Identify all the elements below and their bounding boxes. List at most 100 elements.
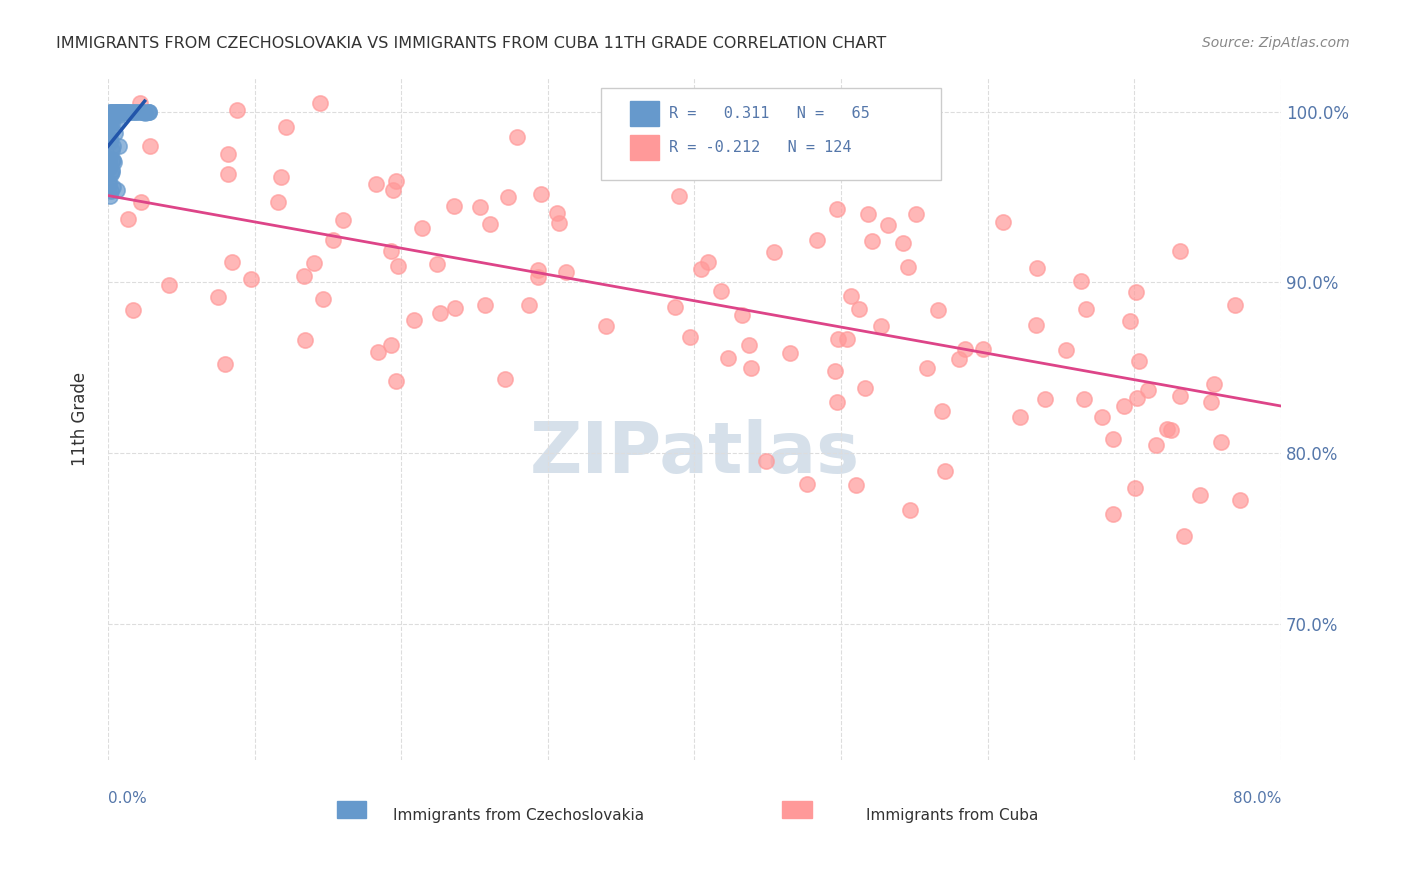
Text: Source: ZipAtlas.com: Source: ZipAtlas.com xyxy=(1202,36,1350,50)
Point xyxy=(411,221,433,235)
Point xyxy=(668,189,690,203)
Point xyxy=(696,254,718,268)
Point xyxy=(955,343,977,357)
Point xyxy=(1090,409,1112,424)
Point xyxy=(529,186,551,201)
Point xyxy=(1025,318,1047,332)
Point xyxy=(98,116,121,130)
Point xyxy=(105,183,128,197)
Point xyxy=(117,104,139,119)
Point xyxy=(101,115,124,129)
Point xyxy=(207,290,229,304)
Point xyxy=(292,269,315,284)
Point xyxy=(217,167,239,181)
Point xyxy=(157,277,180,292)
Text: 80.0%: 80.0% xyxy=(1233,791,1281,806)
Point xyxy=(107,139,129,153)
Point xyxy=(470,200,492,214)
Point xyxy=(101,180,124,194)
Point xyxy=(385,174,408,188)
Point xyxy=(97,161,120,175)
Point xyxy=(103,155,125,169)
Point xyxy=(107,104,129,119)
Point xyxy=(138,104,160,119)
Point xyxy=(443,199,465,213)
Point xyxy=(127,104,149,119)
Point xyxy=(112,104,135,119)
Point xyxy=(132,104,155,119)
Point xyxy=(1073,392,1095,406)
Point xyxy=(494,371,516,385)
Point xyxy=(710,284,733,298)
Point xyxy=(115,104,138,119)
Point xyxy=(517,297,540,311)
Point xyxy=(134,106,156,120)
Point xyxy=(138,104,160,119)
Text: R = -0.212   N = 124: R = -0.212 N = 124 xyxy=(669,140,851,155)
Point xyxy=(991,215,1014,229)
Point xyxy=(1125,481,1147,495)
Point xyxy=(114,104,136,119)
Point xyxy=(527,270,550,285)
Point xyxy=(267,194,290,209)
Point xyxy=(98,135,121,149)
Point xyxy=(1026,260,1049,275)
Point xyxy=(129,104,152,119)
Point xyxy=(98,117,121,131)
Point xyxy=(105,104,128,119)
Point xyxy=(270,170,292,185)
Point xyxy=(839,148,862,162)
Point xyxy=(105,114,128,128)
Point xyxy=(716,351,738,365)
Point xyxy=(762,244,785,259)
Point xyxy=(100,167,122,181)
Point xyxy=(101,104,124,119)
Point xyxy=(103,153,125,167)
Point xyxy=(311,292,333,306)
Point xyxy=(100,131,122,145)
Point xyxy=(845,478,868,492)
Bar xyxy=(630,102,659,126)
Point xyxy=(1128,354,1150,368)
Text: IMMIGRANTS FROM CZECHOSLOVAKIA VS IMMIGRANTS FROM CUBA 11TH GRADE CORRELATION CH: IMMIGRANTS FROM CZECHOSLOVAKIA VS IMMIGR… xyxy=(56,36,887,51)
Point xyxy=(100,164,122,178)
Point xyxy=(827,202,849,217)
Point xyxy=(856,207,879,221)
Point xyxy=(124,104,146,119)
Point xyxy=(98,113,121,128)
Point xyxy=(898,502,921,516)
Point xyxy=(915,360,938,375)
Point xyxy=(110,104,132,119)
Point xyxy=(239,272,262,286)
Point xyxy=(754,153,776,168)
Text: Immigrants from Cuba: Immigrants from Cuba xyxy=(866,808,1039,823)
Point xyxy=(825,394,848,409)
Point xyxy=(1160,423,1182,437)
Point xyxy=(118,104,141,119)
Point xyxy=(97,157,120,171)
Point xyxy=(931,404,953,418)
Point xyxy=(101,139,124,153)
Point xyxy=(1188,488,1211,502)
Text: ZIPatlas: ZIPatlas xyxy=(530,418,859,488)
Point xyxy=(1125,285,1147,300)
Bar xyxy=(630,136,659,160)
Point xyxy=(384,374,406,388)
Point xyxy=(848,301,870,316)
Point xyxy=(214,357,236,371)
Text: R =   0.311   N =   65: R = 0.311 N = 65 xyxy=(669,106,869,121)
Point xyxy=(479,217,502,231)
Point xyxy=(101,163,124,178)
Point xyxy=(1199,395,1222,409)
Point xyxy=(1074,302,1097,317)
Point xyxy=(891,236,914,251)
Point xyxy=(1156,422,1178,436)
Point xyxy=(474,298,496,312)
Point xyxy=(98,104,121,119)
Point xyxy=(876,219,898,233)
Point xyxy=(402,312,425,326)
Point xyxy=(1173,529,1195,543)
Point xyxy=(429,306,451,320)
Point xyxy=(98,189,121,203)
Bar xyxy=(336,801,366,819)
